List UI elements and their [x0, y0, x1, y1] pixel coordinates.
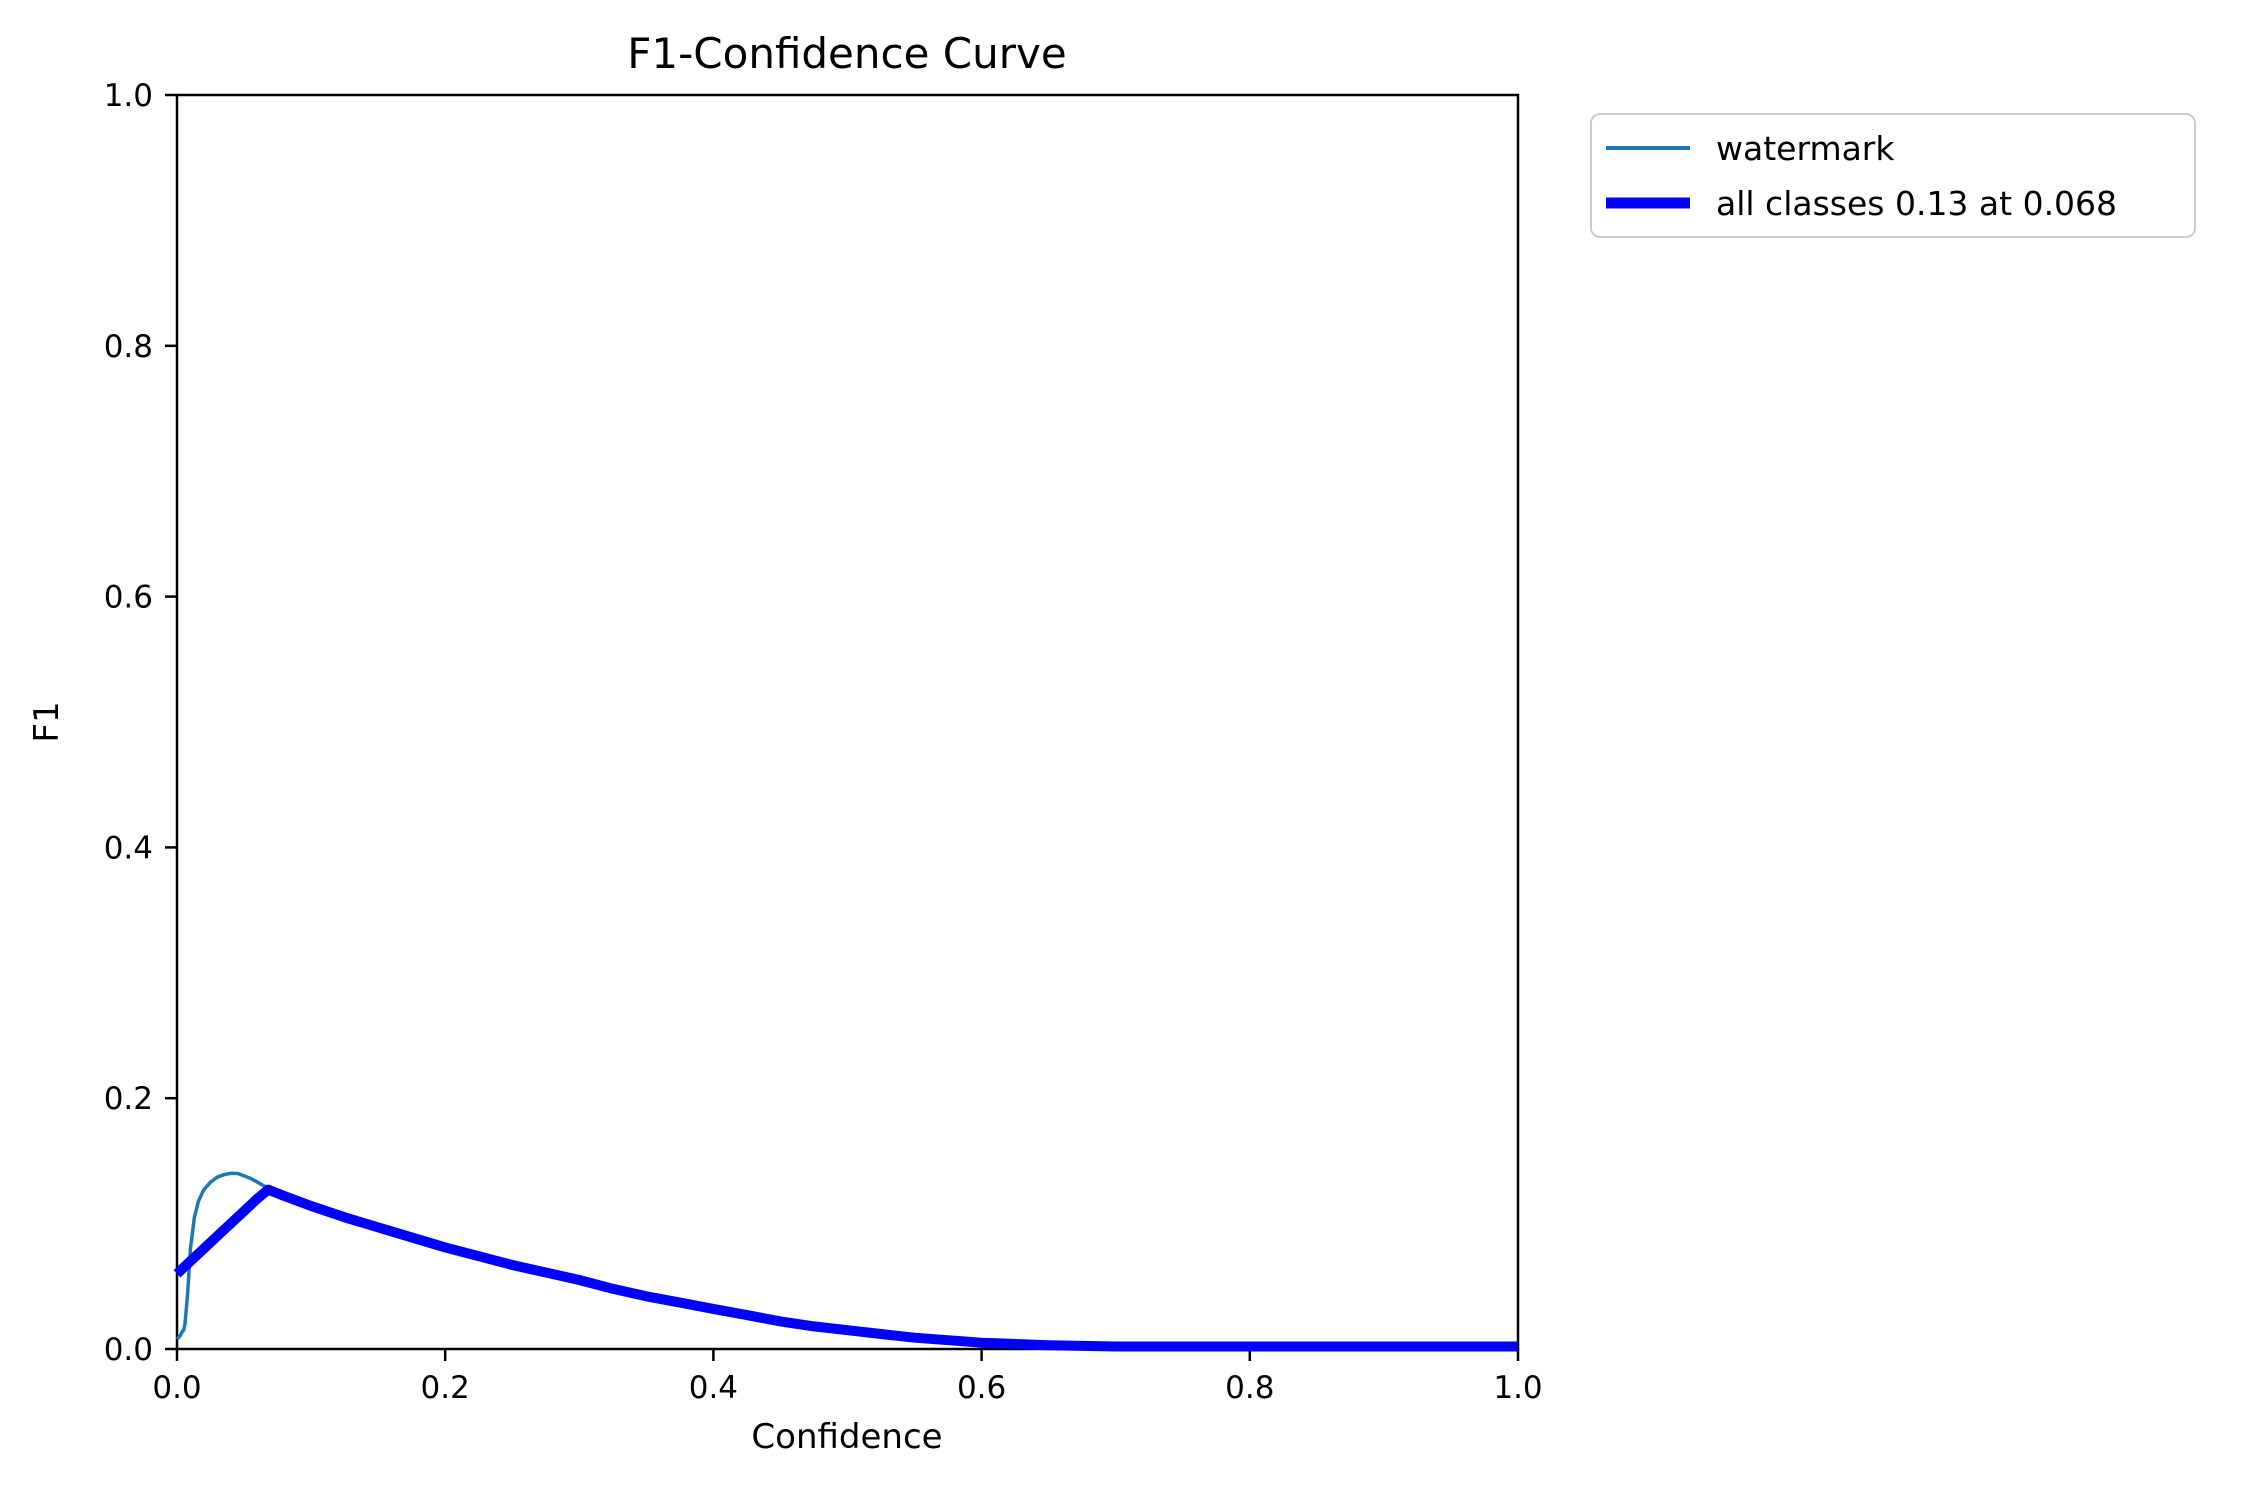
y-tick-label: 0.0 [104, 1332, 153, 1368]
chart-title: F1-Confidence Curve [627, 29, 1066, 78]
legend-label-all-classes: all classes 0.13 at 0.068 [1716, 184, 2117, 223]
y-tick-label: 0.6 [104, 580, 153, 616]
y-tick-label: 0.4 [104, 830, 153, 866]
x-axis-label: Confidence [751, 1417, 942, 1457]
legend: watermark all classes 0.13 at 0.068 [1590, 113, 2196, 238]
x-tick-label: 0.2 [421, 1370, 470, 1406]
x-tick-label: 0.0 [152, 1370, 201, 1406]
series-group [173, 1171, 1518, 1352]
x-tick-label: 0.6 [957, 1370, 1006, 1406]
x-tick-label: 0.4 [689, 1370, 738, 1406]
series-all-classes-0-13-at-0-068 [173, 1184, 1518, 1352]
legend-box [1590, 113, 2196, 238]
y-tick-label: 0.2 [104, 1081, 153, 1117]
x-tick-label: 1.0 [1493, 1370, 1542, 1406]
plot-frame [175, 93, 1520, 1351]
axis-ticks: 0.0 0.2 0.4 0.6 0.8 1.0 0.0 0.2 0.4 0.6 0.8 1.0 [104, 78, 1543, 1406]
series-watermark [175, 1171, 1518, 1349]
y-axis-label: F1 [27, 701, 67, 742]
y-tick-label: 0.8 [104, 329, 153, 365]
x-tick-label: 0.8 [1225, 1370, 1274, 1406]
y-tick-label: 1.0 [104, 78, 153, 114]
legend-label-watermark: watermark [1716, 129, 1895, 168]
